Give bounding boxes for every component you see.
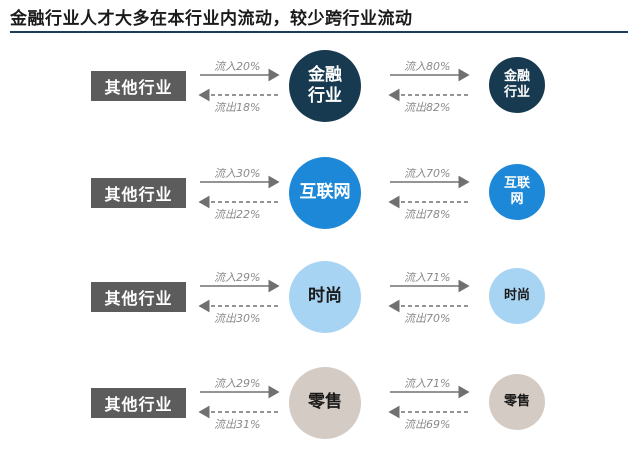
inflow-label: 流入29% bbox=[214, 271, 261, 284]
outflow-label: 流出22% bbox=[214, 208, 261, 221]
other-industry-box: 其他行业 bbox=[91, 282, 186, 312]
outflow-label: 流出30% bbox=[214, 312, 261, 325]
flow-row-fashion: 其他行业 流入29% 流出30% 时尚 流入71% 流出70% 时尚 bbox=[0, 256, 640, 346]
inflow-label: 流入71% bbox=[404, 377, 451, 390]
flow-arrows bbox=[198, 175, 470, 209]
industry-circle-small: 时尚 bbox=[489, 268, 545, 324]
outflow-label: 流出31% bbox=[214, 418, 261, 431]
outflow-label: 流出18% bbox=[214, 101, 261, 114]
industry-label: 时尚 bbox=[308, 286, 342, 307]
flow-row-internet: 其他行业 流入30% 流出22% 互联网 流入70% 流出78% 互联 网 bbox=[0, 152, 640, 242]
industry-circle-small: 零售 bbox=[489, 374, 545, 430]
industry-circle-small: 金融 行业 bbox=[489, 57, 545, 113]
flow-arrows bbox=[198, 385, 470, 419]
flow-arrows bbox=[198, 68, 470, 102]
outflow-label: 流出70% bbox=[404, 312, 451, 325]
industry-label: 互联网 bbox=[299, 182, 351, 203]
flow-row-retail: 其他行业 流入29% 流出31% 零售 流入71% 流出69% 零售 bbox=[0, 362, 640, 452]
industry-label: 零售 bbox=[503, 393, 530, 409]
inflow-label: 流入80% bbox=[404, 60, 451, 73]
flow-row-finance: 其他行业 流入20% 流出18% 金融 行业 流入80% 流出82% 金融 行业 bbox=[0, 45, 640, 135]
other-industry-box: 其他行业 bbox=[91, 178, 186, 208]
inflow-label: 流入70% bbox=[404, 167, 451, 180]
industry-circle-large: 时尚 bbox=[289, 261, 361, 333]
industry-label: 金融 行业 bbox=[503, 68, 530, 100]
outflow-label: 流出78% bbox=[404, 208, 451, 221]
industry-circle-large: 零售 bbox=[289, 367, 361, 439]
other-industry-box: 其他行业 bbox=[91, 388, 186, 418]
flow-arrows bbox=[198, 279, 470, 313]
outflow-label: 流出69% bbox=[404, 418, 451, 431]
industry-circle-small: 互联 网 bbox=[489, 164, 545, 220]
title-underline bbox=[10, 31, 628, 33]
inflow-label: 流入30% bbox=[214, 167, 261, 180]
industry-label: 时尚 bbox=[503, 287, 530, 303]
other-industry-box: 其他行业 bbox=[91, 71, 186, 101]
industry-circle-large: 金融 行业 bbox=[289, 50, 361, 122]
industry-circle-large: 互联网 bbox=[289, 157, 361, 229]
industry-label: 零售 bbox=[308, 392, 342, 413]
inflow-label: 流入29% bbox=[214, 377, 261, 390]
industry-label: 金融 行业 bbox=[308, 64, 342, 106]
inflow-label: 流入71% bbox=[404, 271, 451, 284]
page-title: 金融行业人才大多在本行业内流动，较少跨行业流动 bbox=[10, 9, 413, 29]
industry-label: 互联 网 bbox=[503, 175, 530, 207]
inflow-label: 流入20% bbox=[214, 60, 261, 73]
outflow-label: 流出82% bbox=[404, 101, 451, 114]
